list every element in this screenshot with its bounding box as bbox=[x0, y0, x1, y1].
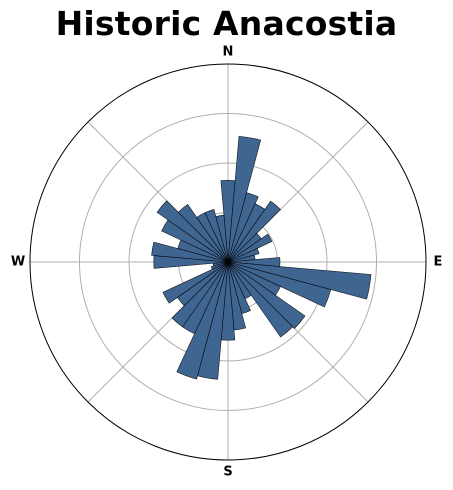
rose-bars bbox=[151, 135, 372, 380]
chart-title: Historic Anacostia bbox=[55, 4, 398, 43]
rose-bar-220deg bbox=[171, 261, 229, 328]
rose-bar-110deg bbox=[227, 261, 332, 308]
rose-bar-140deg bbox=[227, 261, 294, 338]
direction-label-north: N bbox=[223, 45, 234, 60]
rose-bar-130deg bbox=[227, 261, 306, 329]
rose-bar-240deg bbox=[162, 261, 229, 304]
rose-bar-60deg bbox=[227, 233, 273, 263]
direction-labels: N E S W bbox=[11, 45, 443, 480]
rose-bar-20deg bbox=[227, 192, 259, 263]
direction-label-south: S bbox=[223, 465, 232, 480]
direction-label-west: W bbox=[11, 255, 25, 270]
polar-outer-frame bbox=[29, 63, 427, 461]
rose-bar-350deg bbox=[215, 214, 229, 263]
rose-bar-70deg bbox=[227, 248, 260, 263]
rose-bar-320deg bbox=[177, 204, 229, 263]
rose-bar-340deg bbox=[204, 209, 229, 263]
rose-bar-310deg bbox=[156, 200, 229, 263]
rose-bar-40deg bbox=[227, 200, 281, 263]
rose-bar-250deg bbox=[210, 261, 229, 270]
rose-bar-200deg bbox=[176, 261, 229, 380]
direction-label-east: E bbox=[434, 255, 443, 270]
polar-frame bbox=[29, 63, 427, 461]
